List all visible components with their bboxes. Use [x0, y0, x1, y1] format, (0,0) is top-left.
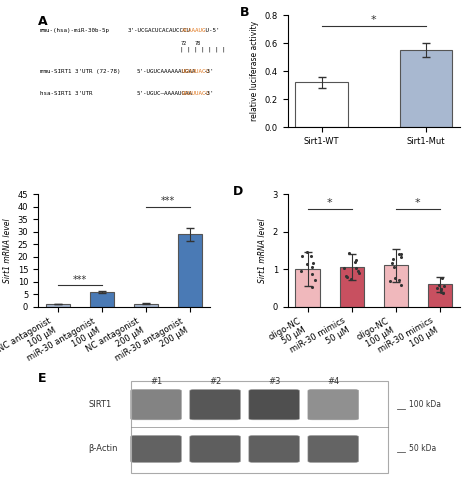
- Text: ***: ***: [161, 196, 175, 205]
- FancyBboxPatch shape: [308, 390, 358, 420]
- FancyBboxPatch shape: [131, 390, 182, 420]
- Point: [343, 273, 351, 281]
- Point: [437, 288, 445, 296]
- Text: D: D: [232, 185, 243, 198]
- Point: [438, 274, 446, 282]
- Text: U-5': U-5': [202, 29, 220, 34]
- Point: [356, 269, 363, 277]
- Bar: [134, 304, 158, 307]
- Point: [436, 281, 443, 289]
- Text: hsa-SIRT1 3'UTR: hsa-SIRT1 3'UTR: [40, 91, 92, 96]
- Text: mmu-(hsa)-miR-30b-5p: mmu-(hsa)-miR-30b-5p: [40, 29, 109, 34]
- Text: #4: #4: [327, 377, 339, 386]
- Point: [347, 275, 355, 283]
- Bar: [295, 82, 347, 127]
- Point: [308, 263, 316, 271]
- Text: 72: 72: [181, 41, 187, 46]
- Point: [308, 271, 316, 279]
- Text: E: E: [38, 372, 46, 385]
- Text: *: *: [371, 15, 376, 25]
- Text: *: *: [415, 197, 420, 207]
- Point: [440, 282, 448, 290]
- Point: [397, 250, 404, 258]
- Bar: [400, 50, 452, 127]
- Text: UGUUUACU: UGUUUACU: [182, 69, 210, 74]
- Text: #3: #3: [268, 377, 280, 386]
- Text: B: B: [239, 6, 249, 19]
- Text: 100 kDa: 100 kDa: [409, 400, 441, 409]
- Point: [397, 282, 405, 290]
- Bar: [90, 292, 114, 307]
- Text: -3': -3': [204, 91, 215, 96]
- Point: [397, 253, 405, 261]
- Bar: [46, 304, 70, 307]
- Text: β-Actin: β-Actin: [89, 444, 118, 453]
- Text: -3': -3': [204, 69, 215, 74]
- Text: ACAAAUG: ACAAAUG: [182, 29, 206, 34]
- Point: [437, 285, 445, 293]
- Point: [439, 289, 447, 297]
- Text: #2: #2: [209, 377, 221, 386]
- Text: 5'-UGUCAAAAAAUGAA: 5'-UGUCAAAAAAUGAA: [136, 69, 196, 74]
- Text: ***: ***: [73, 275, 87, 285]
- FancyBboxPatch shape: [190, 435, 240, 462]
- Point: [346, 248, 353, 257]
- Bar: [428, 284, 452, 307]
- Point: [307, 252, 314, 260]
- Point: [297, 268, 305, 276]
- Point: [303, 248, 310, 256]
- Point: [341, 264, 348, 272]
- Point: [298, 252, 305, 260]
- Text: SIRT1: SIRT1: [89, 400, 112, 409]
- Text: 78: 78: [195, 41, 201, 46]
- Text: A: A: [38, 15, 47, 28]
- Point: [437, 285, 445, 293]
- FancyBboxPatch shape: [131, 435, 182, 462]
- Point: [303, 260, 310, 268]
- Point: [389, 259, 396, 267]
- FancyBboxPatch shape: [190, 390, 240, 420]
- Bar: [131, 381, 388, 472]
- Point: [395, 276, 402, 284]
- Point: [354, 268, 362, 276]
- Bar: [178, 234, 202, 307]
- FancyBboxPatch shape: [308, 435, 358, 462]
- Text: 50 kDa: 50 kDa: [409, 444, 437, 453]
- Point: [342, 272, 350, 280]
- Y-axis label: relative luciferase activity: relative luciferase activity: [250, 21, 259, 121]
- Point: [386, 277, 394, 285]
- Bar: [295, 269, 319, 307]
- Point: [389, 255, 397, 263]
- Point: [308, 283, 316, 291]
- Point: [352, 264, 360, 272]
- Text: | | | | | | |: | | | | | | |: [180, 47, 226, 52]
- Point: [433, 284, 440, 292]
- Text: #1: #1: [150, 377, 162, 386]
- Point: [352, 256, 359, 264]
- Point: [390, 263, 398, 271]
- Y-axis label: Sirt1 mRNA level: Sirt1 mRNA level: [3, 218, 12, 283]
- Y-axis label: Sirt1 mRNA level: Sirt1 mRNA level: [258, 218, 267, 283]
- Bar: [339, 268, 364, 307]
- Point: [311, 276, 319, 284]
- Text: mmu-SIRT1 3'UTR (72-78): mmu-SIRT1 3'UTR (72-78): [40, 69, 120, 74]
- Point: [310, 260, 317, 268]
- FancyBboxPatch shape: [249, 435, 300, 462]
- Text: 5'-UGUC—AAAAUGAA: 5'-UGUC—AAAAUGAA: [136, 91, 192, 96]
- Text: *: *: [327, 197, 332, 207]
- Bar: [383, 266, 408, 307]
- Point: [391, 274, 399, 282]
- Text: UGUUUACU: UGUUUACU: [182, 91, 210, 96]
- Point: [351, 258, 358, 266]
- Point: [395, 250, 403, 258]
- Text: 3'-UCGACUCACAUCCCU: 3'-UCGACUCACAUCCCU: [128, 29, 191, 34]
- FancyBboxPatch shape: [249, 390, 300, 420]
